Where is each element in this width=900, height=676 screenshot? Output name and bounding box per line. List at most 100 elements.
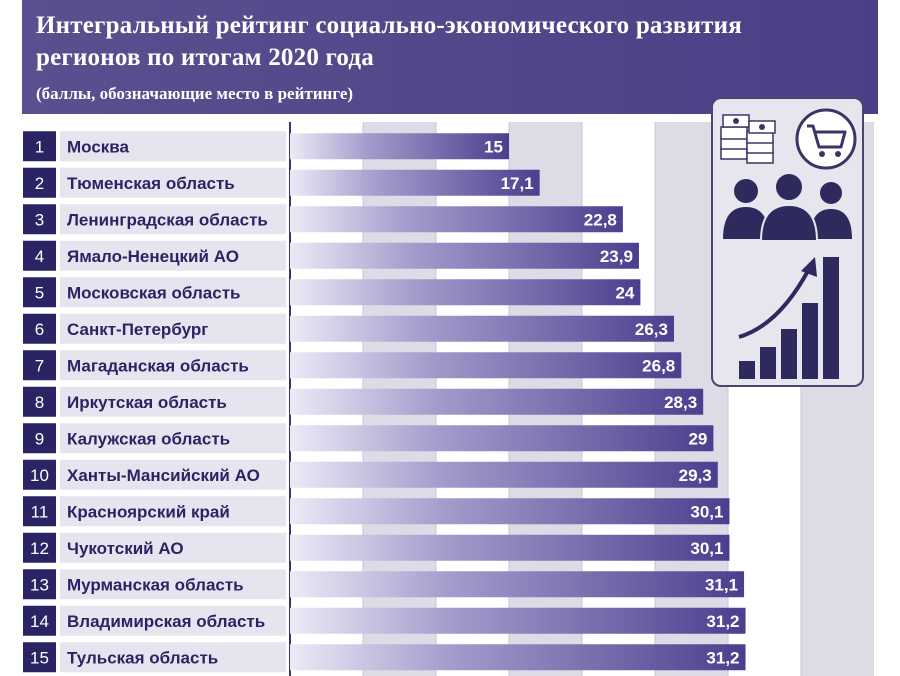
rank-label: 1 (35, 137, 44, 156)
rank-label: 3 (35, 210, 44, 229)
rank-box (23, 459, 56, 490)
chart-title-line-2: регионов по итогам 2020 года (36, 44, 374, 71)
rank-box (23, 167, 56, 198)
category-label: Чукотский АО (67, 539, 184, 558)
rank-box (23, 605, 56, 636)
rank-box (23, 240, 56, 271)
rank-box (23, 204, 56, 235)
category-label-bg (60, 313, 286, 344)
category-label: Тюменская область (67, 174, 235, 193)
rank-box (23, 350, 56, 381)
bar-value-label: 31,2 (706, 612, 739, 631)
bar-value-label: 24 (615, 283, 634, 302)
rank-label: 8 (35, 393, 44, 412)
category-label: Мурманская область (67, 575, 244, 594)
bar-value-label: 29,3 (679, 466, 712, 485)
category-label: Московская область (67, 283, 240, 302)
bar-value-label: 30,1 (690, 539, 723, 558)
rank-box (23, 532, 56, 563)
bar (290, 388, 704, 415)
rank-box (23, 313, 56, 344)
category-label-bg (60, 350, 286, 381)
rank-box (23, 569, 56, 600)
rank-label: 11 (31, 502, 49, 521)
bar (290, 607, 746, 634)
category-label-bg (60, 459, 286, 490)
rank-label: 6 (35, 320, 44, 339)
category-label: Ханты-Мансийский АО (67, 466, 260, 485)
category-label-bg (60, 277, 286, 308)
category-label-bg (60, 532, 286, 563)
category-label-bg (60, 605, 286, 636)
bar (290, 279, 641, 306)
bar (290, 461, 718, 488)
bar-value-label: 23,9 (600, 247, 633, 266)
category-label: Иркутская область (67, 393, 227, 412)
category-label: Ямало-Ненецкий АО (67, 247, 239, 266)
bar-value-label: 26,3 (635, 320, 668, 339)
shopping-cart-icon (795, 108, 857, 170)
category-label-bg (60, 167, 286, 198)
chart-header: Интегральный рейтинг социально-экономиче… (22, 0, 878, 114)
rank-box (23, 642, 56, 673)
bar-value-label: 17,1 (501, 174, 534, 193)
bar-value-label: 26,8 (642, 356, 675, 375)
category-label-bg (60, 386, 286, 417)
category-label: Магаданская область (67, 356, 249, 375)
illustration-panel (711, 97, 864, 387)
rank-label: 12 (30, 539, 49, 558)
bar (290, 169, 540, 196)
rank-box (23, 131, 56, 162)
bar (290, 534, 730, 561)
rank-box (23, 423, 56, 454)
category-label-bg (60, 240, 286, 271)
growth-chart-icon (738, 257, 839, 379)
category-label: Ленинградская область (67, 210, 268, 229)
rank-box (23, 386, 56, 417)
category-label: Владимирская область (67, 612, 265, 631)
bar (290, 498, 730, 525)
category-label: Тульская область (67, 648, 218, 667)
bar (290, 206, 623, 233)
rank-label: 15 (30, 648, 49, 667)
bar (290, 644, 746, 671)
category-label-bg (60, 423, 286, 454)
money-stack-icon (720, 114, 776, 164)
category-label: Калужская область (67, 429, 230, 448)
bar (290, 571, 745, 598)
category-labels: 1 Москва 2 Тюменская область 3 Ленинградская … (23, 131, 286, 673)
category-label: Красноярский край (67, 502, 230, 521)
category-label: Москва (67, 137, 130, 156)
rank-label: 14 (30, 612, 49, 631)
rank-label: 5 (35, 283, 44, 302)
bar-value-label: 30,1 (690, 502, 723, 521)
category-label-bg (60, 569, 286, 600)
rank-label: 13 (30, 575, 49, 594)
category-label-bg (60, 131, 286, 162)
people-group-icon (723, 172, 852, 242)
rank-label: 4 (35, 247, 44, 266)
category-label-bg (60, 496, 286, 527)
chart-subtitle: (баллы, обозначающие место в рейтинге) (36, 84, 354, 103)
bar-value-label: 22,8 (584, 210, 617, 229)
bar (290, 425, 714, 452)
bar (290, 352, 682, 379)
bar-value-label: 31,2 (706, 648, 739, 667)
bar-value-label: 29 (688, 429, 707, 448)
bar-value-label: 28,3 (664, 393, 697, 412)
rank-label: 7 (35, 356, 44, 375)
rank-label: 10 (30, 466, 49, 485)
bar (290, 315, 674, 342)
bar (290, 242, 639, 269)
category-label-bg (60, 204, 286, 235)
bar (290, 133, 509, 160)
rank-box (23, 277, 56, 308)
rank-label: 2 (35, 174, 44, 193)
bar-value-label: 15 (484, 137, 503, 156)
category-label: Санкт-Петербург (67, 320, 208, 339)
rank-box (23, 496, 56, 527)
category-label-bg (60, 642, 286, 673)
bar-value-label: 31,1 (705, 575, 738, 594)
